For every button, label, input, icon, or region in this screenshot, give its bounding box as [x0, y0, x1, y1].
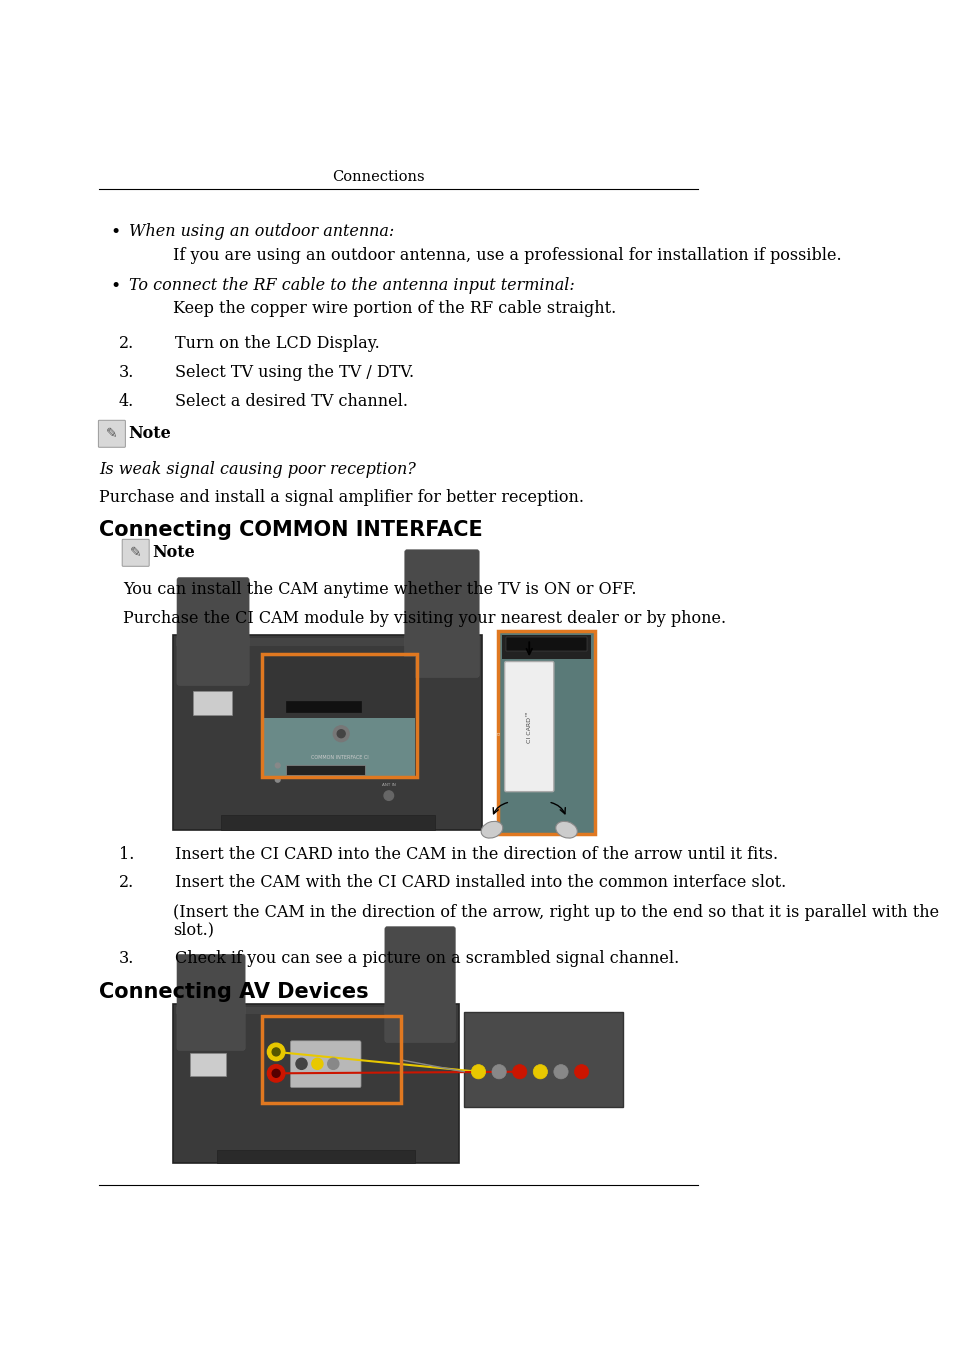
Text: CI CARD™: CI CARD™: [526, 710, 531, 742]
Text: •: •: [110, 277, 120, 294]
FancyBboxPatch shape: [497, 632, 595, 834]
FancyBboxPatch shape: [285, 701, 360, 713]
FancyBboxPatch shape: [504, 662, 554, 791]
Circle shape: [272, 1048, 280, 1056]
FancyBboxPatch shape: [172, 636, 482, 830]
FancyBboxPatch shape: [193, 691, 233, 714]
Text: Check if you can see a picture on a scrambled signal channel.: Check if you can see a picture on a scra…: [174, 950, 679, 968]
Circle shape: [471, 1065, 485, 1079]
FancyBboxPatch shape: [384, 926, 455, 1042]
Text: Turn on the LCD Display.: Turn on the LCD Display.: [174, 335, 379, 352]
Text: Select TV using the TV / DTV.: Select TV using the TV / DTV.: [174, 364, 414, 381]
FancyBboxPatch shape: [290, 1041, 360, 1088]
FancyBboxPatch shape: [216, 1150, 415, 1162]
Circle shape: [533, 1065, 547, 1079]
Text: 3.: 3.: [119, 364, 134, 381]
Circle shape: [312, 1058, 323, 1069]
Circle shape: [295, 1058, 307, 1069]
Text: Connecting COMMON INTERFACE: Connecting COMMON INTERFACE: [99, 520, 482, 540]
Text: slot.): slot.): [172, 922, 213, 938]
Circle shape: [384, 791, 394, 801]
Text: Is weak signal causing poor reception?: Is weak signal causing poor reception?: [99, 460, 416, 478]
Text: Note: Note: [129, 425, 172, 443]
FancyBboxPatch shape: [220, 815, 435, 830]
FancyBboxPatch shape: [285, 764, 365, 775]
FancyBboxPatch shape: [176, 1007, 455, 1014]
FancyBboxPatch shape: [464, 1012, 622, 1107]
Text: Connecting AV Devices: Connecting AV Devices: [99, 981, 369, 1002]
FancyBboxPatch shape: [122, 539, 149, 566]
Circle shape: [512, 1065, 526, 1079]
Circle shape: [336, 730, 345, 737]
Circle shape: [492, 1065, 506, 1079]
Text: Purchase and install a signal amplifier for better reception.: Purchase and install a signal amplifier …: [99, 489, 583, 505]
FancyBboxPatch shape: [176, 639, 478, 647]
Circle shape: [267, 1044, 285, 1061]
Text: 4.: 4.: [119, 393, 134, 409]
FancyBboxPatch shape: [98, 420, 125, 447]
Text: 2.: 2.: [119, 875, 134, 891]
Text: ANT IN: ANT IN: [381, 783, 395, 787]
Text: Insert the CI CARD into the CAM in the direction of the arrow until it fits.: Insert the CI CARD into the CAM in the d…: [174, 845, 777, 863]
FancyBboxPatch shape: [263, 657, 415, 718]
Text: Keep the copper wire portion of the RF cable straight.: Keep the copper wire portion of the RF c…: [172, 301, 616, 317]
Text: 2.: 2.: [119, 335, 134, 352]
Text: 3.: 3.: [119, 950, 134, 968]
Text: 1.: 1.: [119, 845, 134, 863]
Ellipse shape: [480, 821, 502, 838]
Text: Connections: Connections: [332, 170, 424, 185]
FancyBboxPatch shape: [191, 1053, 226, 1076]
FancyBboxPatch shape: [176, 578, 249, 686]
Text: CI: CI: [497, 730, 501, 734]
Circle shape: [328, 1058, 338, 1069]
FancyBboxPatch shape: [176, 954, 245, 1050]
FancyBboxPatch shape: [506, 637, 586, 651]
Circle shape: [272, 1069, 280, 1077]
Circle shape: [539, 680, 553, 694]
Circle shape: [267, 1065, 285, 1083]
Text: ✎: ✎: [130, 545, 141, 560]
Ellipse shape: [556, 821, 577, 838]
Text: Select a desired TV channel.: Select a desired TV channel.: [174, 393, 407, 409]
Circle shape: [574, 1065, 588, 1079]
Text: ✎: ✎: [106, 427, 117, 441]
Text: COMMON INTERFACE CI: COMMON INTERFACE CI: [311, 755, 368, 760]
Circle shape: [554, 1065, 568, 1079]
Circle shape: [333, 726, 349, 741]
Text: You can install the CAM anytime whether the TV is ON or OFF.: You can install the CAM anytime whether …: [123, 582, 636, 598]
Text: (Insert the CAM in the direction of the arrow, right up to the end so that it is: (Insert the CAM in the direction of the …: [172, 904, 938, 921]
Text: If you are using an outdoor antenna, use a professional for installation if poss: If you are using an outdoor antenna, use…: [172, 247, 841, 263]
Text: To connect the RF cable to the antenna input terminal:: To connect the RF cable to the antenna i…: [130, 277, 575, 294]
Text: Insert the CAM with the CI CARD installed into the common interface slot.: Insert the CAM with the CI CARD installe…: [174, 875, 785, 891]
FancyBboxPatch shape: [404, 549, 478, 678]
FancyBboxPatch shape: [501, 636, 591, 659]
Text: Purchase the CI CAM module by visiting your nearest dealer or by phone.: Purchase the CI CAM module by visiting y…: [123, 610, 725, 626]
Text: •: •: [110, 223, 120, 240]
Text: Note: Note: [152, 544, 195, 562]
Text: When using an outdoor antenna:: When using an outdoor antenna:: [130, 223, 395, 240]
FancyBboxPatch shape: [263, 717, 415, 776]
Circle shape: [275, 778, 280, 782]
FancyBboxPatch shape: [172, 1004, 458, 1162]
Circle shape: [275, 763, 280, 768]
